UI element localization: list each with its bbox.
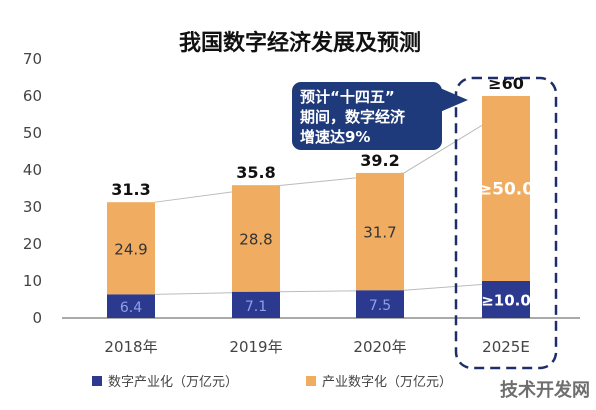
x-tick-label: 2018年 [104,338,157,356]
y-tick-label: 20 [23,235,42,253]
data-label-total: 35.8 [236,163,275,182]
x-tick-label: 2025E [482,338,530,356]
bar-industrial-digitalization [232,185,280,292]
bar-digital-industrialization [356,290,404,318]
callout-box [292,82,442,150]
legend-label: 产业数字化（万亿元） [322,375,452,390]
data-label-digital-industrialization: 7.1 [245,299,267,315]
callout-pointer [440,88,468,112]
watermark-text: 技术开发网 [500,379,590,401]
legend-label: 数字产业化（万亿元） [108,375,238,390]
data-label-industrial-digitalization: 31.7 [363,224,396,242]
bar-industrial-digitalization [356,172,404,291]
y-tick-label: 70 [23,50,42,68]
y-tick-label: 0 [32,309,42,327]
y-tick-label: 40 [23,161,42,179]
bar-digital-industrialization [482,281,530,318]
y-tick-label: 50 [23,124,42,142]
callout-text: 期间，数字经济 [300,108,406,126]
bar-industrial-digitalization [107,202,155,295]
total-trend-line [154,95,531,203]
y-tick-label: 30 [23,198,42,216]
bar-digital-industrialization [232,291,280,318]
callout-text: 预计“十四五” [300,88,395,106]
forecast-highlight-border [454,76,558,370]
bar-digital-industrialization [107,294,155,318]
x-tick-label: 2020年 [353,338,406,356]
legend-swatch-industrial-digitalization [306,376,316,386]
data-label-total: 39.2 [360,151,399,170]
callout-text: 增速达9% [300,128,370,146]
data-label-industrial-digitalization: 28.8 [239,230,272,248]
legend-swatch-digital-industrialization [92,376,102,386]
y-tick-label: 60 [23,87,42,105]
bar-industrial-digitalization [482,96,530,281]
data-label-digital-industrialization: ≥10.0 [481,292,531,310]
data-label-total: 31.3 [111,180,150,199]
data-label-digital-industrialization: 7.5 [369,298,391,314]
data-label-industrial-digitalization: ≥50.0 [478,180,534,200]
x-tick-label: 2019年 [229,338,282,356]
y-tick-label: 10 [23,272,42,290]
data-label-industrial-digitalization: 24.9 [114,240,147,258]
digital-industry-trend-line [154,280,531,295]
data-label-digital-industrialization: 6.4 [120,300,142,316]
chart-title: 我国数字经济发展及预测 [179,30,421,56]
